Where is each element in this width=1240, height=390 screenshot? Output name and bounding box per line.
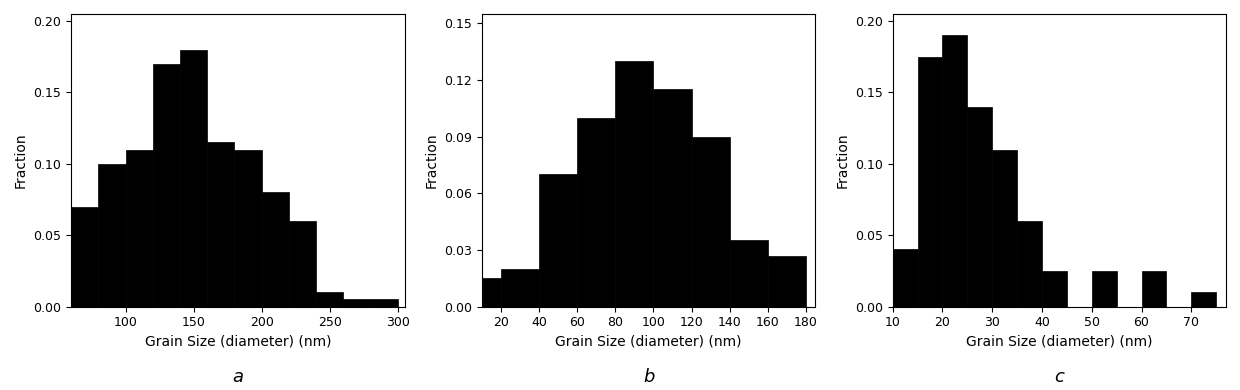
Bar (125, 149, 153, 307)
Y-axis label: Fraction: Fraction (424, 132, 439, 188)
Bar (653, 89, 692, 307)
Bar (207, 142, 234, 307)
Bar (371, 300, 398, 307)
Bar (992, 149, 1017, 307)
Bar (967, 107, 992, 307)
Bar (918, 57, 942, 307)
Bar (692, 136, 729, 307)
Bar (1192, 292, 1216, 307)
Bar (1017, 221, 1042, 307)
Text: b: b (644, 368, 655, 386)
Text: a: a (232, 368, 243, 386)
Bar (539, 174, 577, 307)
Bar (1091, 271, 1117, 307)
Bar (1042, 271, 1066, 307)
Y-axis label: Fraction: Fraction (14, 132, 27, 188)
Bar (1142, 271, 1167, 307)
Bar (180, 50, 207, 307)
Y-axis label: Fraction: Fraction (836, 132, 849, 188)
Bar (942, 35, 967, 307)
Bar (316, 292, 343, 307)
Bar (501, 269, 539, 307)
Bar (234, 149, 262, 307)
X-axis label: Grain Size (diameter) (nm): Grain Size (diameter) (nm) (966, 335, 1153, 349)
Bar (289, 221, 316, 307)
Bar (729, 241, 768, 307)
Bar (98, 164, 125, 307)
Bar (577, 118, 615, 307)
Bar (343, 300, 371, 307)
Bar (262, 192, 289, 307)
Bar (768, 255, 806, 307)
X-axis label: Grain Size (diameter) (nm): Grain Size (diameter) (nm) (556, 335, 742, 349)
X-axis label: Grain Size (diameter) (nm): Grain Size (diameter) (nm) (145, 335, 331, 349)
Bar (153, 64, 180, 307)
Bar (893, 250, 918, 307)
Text: c: c (1054, 368, 1064, 386)
Bar (615, 61, 653, 307)
Bar (71, 207, 98, 307)
Bar (482, 278, 501, 307)
